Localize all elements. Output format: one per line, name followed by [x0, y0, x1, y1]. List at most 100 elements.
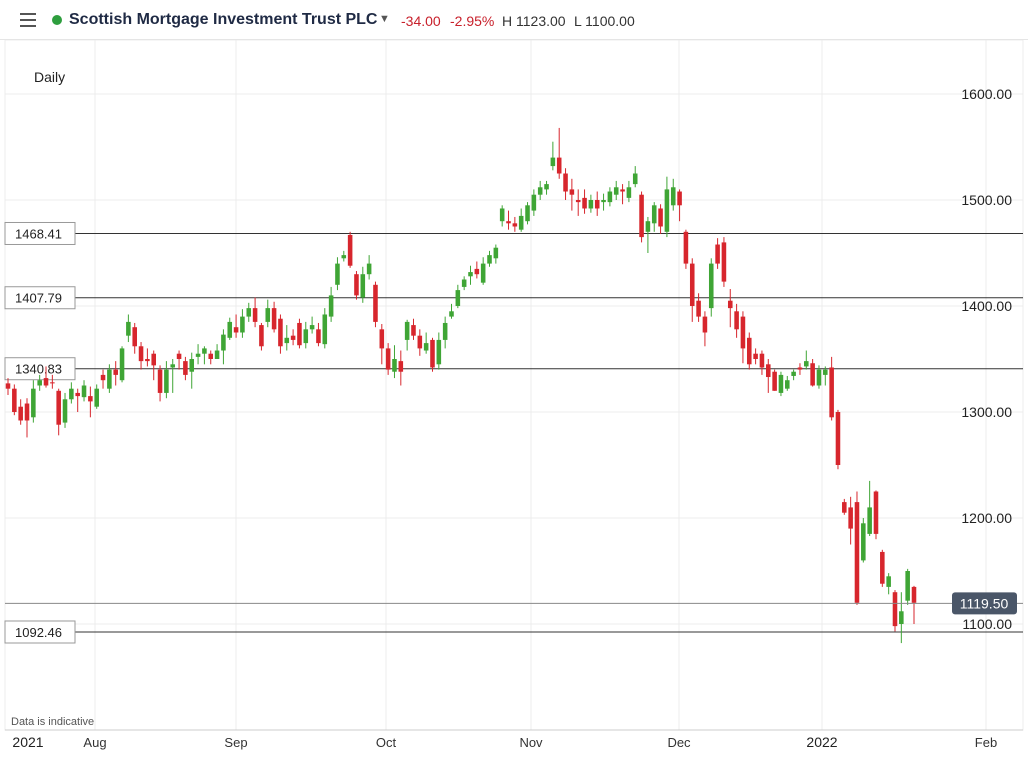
candle-down: [715, 238, 720, 269]
candle-body: [373, 284, 378, 322]
candle-body: [905, 571, 910, 601]
candle-down: [316, 322, 321, 347]
candle-up: [62, 392, 68, 428]
candle-down: [113, 361, 118, 386]
candle-body: [81, 385, 87, 398]
candle-body: [715, 244, 720, 264]
level-label: 1092.46: [15, 625, 62, 640]
candle-body: [658, 208, 663, 227]
candle-down: [373, 281, 378, 328]
candle-body: [493, 247, 499, 259]
candle-body: [164, 369, 169, 393]
candle-body: [366, 263, 372, 275]
candle-up: [404, 319, 410, 351]
chart-grid: [4, 40, 1024, 731]
candle-up: [284, 325, 290, 351]
candle-up: [442, 316, 448, 349]
candle-body: [240, 316, 245, 333]
candle-body: [183, 361, 188, 375]
candle-body: [56, 390, 61, 425]
candle-body: [360, 274, 366, 298]
candle-down: [797, 363, 803, 375]
level-label: 1468.41: [15, 226, 62, 241]
candle-body: [670, 187, 676, 206]
candle-body: [620, 189, 625, 192]
chart-header: Scottish Mortgage Investment Trust PLC ▼…: [0, 0, 1028, 40]
candle-up: [626, 180, 632, 203]
candle-body: [702, 316, 708, 333]
candle-down: [379, 324, 385, 365]
candle-body: [271, 308, 277, 330]
candle-down: [132, 322, 137, 354]
candle-up: [905, 568, 910, 605]
level-label: 1407.79: [15, 291, 62, 306]
candle-body: [100, 374, 106, 381]
candle-body: [303, 329, 309, 344]
candle-body: [24, 403, 30, 421]
candle-down: [157, 365, 163, 402]
candle-body: [512, 223, 518, 227]
hamburger-menu-icon[interactable]: [20, 13, 36, 27]
candle-body: [214, 350, 220, 359]
candle-up: [778, 371, 784, 397]
candle-down: [873, 490, 879, 540]
candle-body: [284, 337, 290, 344]
candle-body: [88, 396, 93, 402]
candle-down: [740, 311, 746, 364]
candle-body: [227, 321, 233, 338]
candle-up: [525, 202, 530, 225]
candle-up: [328, 286, 334, 322]
candle-body: [176, 353, 182, 359]
candle-body: [62, 399, 68, 423]
candle-body: [43, 378, 49, 386]
candle-body: [328, 295, 334, 317]
candle-down: [721, 237, 727, 287]
candle-up: [94, 384, 99, 409]
candle-body: [531, 194, 537, 211]
candle-up: [499, 205, 505, 227]
session-low: L 1100.00: [574, 13, 635, 29]
candle-down: [620, 184, 625, 205]
candle-body: [899, 611, 904, 624]
candle-body: [601, 200, 606, 203]
chevron-down-icon[interactable]: ▼: [379, 13, 390, 25]
candle-up: [823, 366, 828, 386]
interval-label[interactable]: Daily: [34, 69, 65, 85]
candle-body: [740, 316, 746, 349]
candle-body: [518, 215, 524, 230]
instrument-name[interactable]: Scottish Mortgage Investment Trust PLC: [69, 11, 378, 28]
candle-body: [880, 551, 885, 584]
candle-down: [854, 491, 860, 605]
candle-body: [848, 507, 853, 529]
candle-down: [727, 289, 733, 328]
candle-body: [626, 187, 632, 198]
candle-body: [379, 329, 385, 349]
candle-down: [290, 329, 296, 346]
candle-down: [56, 388, 61, 436]
candle-body: [829, 367, 834, 418]
candle-body: [392, 359, 397, 372]
x-tick-label: Oct: [376, 735, 397, 750]
x-tick-label: Dec: [667, 735, 691, 750]
candle-up: [322, 308, 328, 349]
x-tick-label: 2021: [12, 734, 43, 750]
candle-body: [537, 187, 543, 195]
price-chart[interactable]: 1468.41 1407.79 1340.83 1092.46 1100.00 1200…: [0, 40, 1028, 757]
candle-body: [252, 308, 258, 322]
candle-body: [75, 392, 80, 397]
candle-down: [746, 332, 752, 370]
candle-down: [385, 343, 391, 375]
candle-body: [316, 329, 321, 344]
candle-down: [759, 350, 765, 375]
candle-down: [398, 350, 404, 386]
candle-up: [899, 592, 904, 644]
candle-up: [221, 329, 226, 365]
y-tick-label: 1100.00: [962, 616, 1012, 632]
candle-up: [107, 364, 112, 393]
candle-up: [544, 180, 549, 195]
candle-down: [563, 168, 568, 200]
candle-down: [734, 303, 739, 338]
session-high: H 1123.00: [502, 13, 566, 29]
candle-up: [651, 202, 657, 232]
candle-up: [214, 344, 220, 359]
